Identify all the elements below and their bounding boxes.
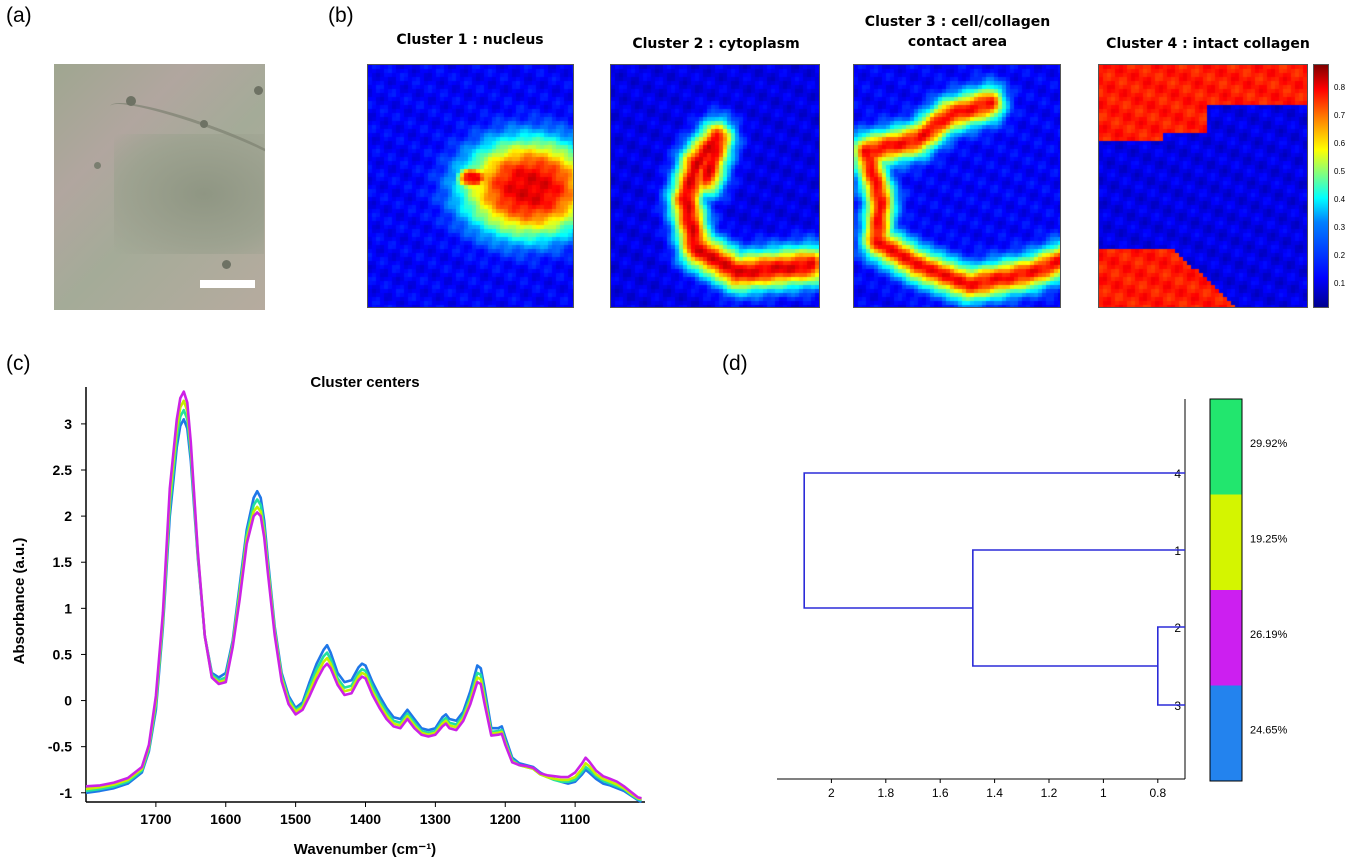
cluster-color-block-4 xyxy=(1210,685,1242,781)
heatmap-title-3: Cluster 3 : cell/collagen contact area xyxy=(864,14,1051,50)
debris-dot xyxy=(94,162,101,169)
y-axis-label: Absorbance (a.u.) xyxy=(11,538,28,665)
cluster-color-block-1 xyxy=(1210,399,1242,495)
spectrum-line-2 xyxy=(85,408,642,802)
dendro-tick-label: 1.2 xyxy=(1041,786,1058,800)
dendro-link-2-3 xyxy=(1157,626,1185,706)
colorbar-tick: 0.4 xyxy=(1334,195,1346,204)
debris-dot xyxy=(254,86,263,95)
y-tick-label: -1 xyxy=(60,785,73,801)
colorbar-tick: 0.6 xyxy=(1334,139,1346,148)
y-tick-label: 2.5 xyxy=(53,462,73,478)
colorbar-tick: 0.2 xyxy=(1334,251,1346,260)
leaf-label-2: 2 xyxy=(1174,621,1181,635)
heatmap-title-1: Cluster 1 : nucleus xyxy=(396,32,544,48)
colorbar-ticks: 0.8 0.7 0.6 0.5 0.4 0.3 0.2 0.1 xyxy=(1330,64,1360,306)
x-axis-label: Wavenumber (cm⁻¹) xyxy=(294,841,436,858)
y-tick-label: 1 xyxy=(64,600,72,616)
heatmap-nucleus xyxy=(367,64,574,308)
spectra-chart: Cluster centers Absorbance (a.u.) Wavenu… xyxy=(11,374,645,858)
cell-region xyxy=(114,134,264,254)
x-tick-label: 1100 xyxy=(560,811,591,827)
heatmap-title-2: Cluster 2 : cytoplasm xyxy=(632,36,800,52)
y-tick-label: 3 xyxy=(64,416,72,432)
colorbar-tick: 0.1 xyxy=(1334,279,1346,288)
colorbar-tick: 0.7 xyxy=(1334,111,1346,120)
chart-title: Cluster centers xyxy=(310,374,419,391)
x-tick-label: 1400 xyxy=(350,811,381,827)
cluster-color-block-2 xyxy=(1210,494,1242,590)
dendro-tick-label: 1.6 xyxy=(932,786,949,800)
panel-label-b: (b) xyxy=(328,4,354,27)
cluster-percentage-2: 19.25% xyxy=(1250,534,1288,546)
debris-dot xyxy=(222,260,231,269)
dendro-tick-label: 1 xyxy=(1100,786,1107,800)
dendro-link-4-123 xyxy=(803,472,1185,609)
dendro-tick-label: 1.8 xyxy=(877,786,894,800)
y-tick-label: 0.5 xyxy=(53,646,73,662)
panel-label-d: (d) xyxy=(722,352,748,375)
spectrum-line-4 xyxy=(85,390,642,800)
leaf-label-3: 3 xyxy=(1174,699,1181,713)
cluster-percentage-4: 24.65% xyxy=(1250,725,1288,737)
leaf-label-4: 4 xyxy=(1174,467,1181,481)
colorbar-tick: 0.8 xyxy=(1334,83,1346,92)
heatmap-colorbar xyxy=(1313,64,1329,308)
microscope-image xyxy=(54,64,265,310)
colorbar-tick: 0.3 xyxy=(1334,223,1346,232)
y-tick-label: 0 xyxy=(64,693,72,709)
x-tick-label: 1500 xyxy=(280,811,311,827)
y-tick-label: -0.5 xyxy=(48,739,72,755)
leaf-label-1: 1 xyxy=(1174,544,1181,558)
y-tick-label: 2 xyxy=(64,508,72,524)
heatmap-intact-collagen xyxy=(1098,64,1308,308)
heatmap-title-4: Cluster 4 : intact collagen xyxy=(1106,36,1310,52)
dendro-tick-label: 1.4 xyxy=(986,786,1003,800)
cluster-percentage-1: 29.92% xyxy=(1250,438,1288,450)
cluster-color-block-3 xyxy=(1210,590,1242,686)
dendrogram-chart: 2 1.8 1.6 1.4 1.2 1 0.8 4 1 2 3 29.92% 19.25% 26.19%… xyxy=(777,398,1288,800)
y-tick-label: 1.5 xyxy=(53,554,73,570)
cluster-colorbar-frame xyxy=(1209,398,1243,782)
dendro-tick-label: 0.8 xyxy=(1149,786,1166,800)
x-tick-label: 1700 xyxy=(140,811,171,827)
debris-dot xyxy=(126,96,136,106)
debris-dot xyxy=(200,120,208,128)
heatmap-contact-area xyxy=(853,64,1061,308)
cluster-percentage-3: 26.19% xyxy=(1250,629,1288,641)
dendro-tick-label: 2 xyxy=(828,786,835,800)
dendro-link-1-23 xyxy=(972,549,1185,667)
colorbar-tick: 0.5 xyxy=(1334,167,1346,176)
heatmap-cytoplasm xyxy=(610,64,820,308)
x-tick-label: 1300 xyxy=(420,811,451,827)
spectrum-line-1 xyxy=(85,418,643,804)
x-tick-label: 1200 xyxy=(490,811,521,827)
scale-bar xyxy=(200,280,255,288)
x-tick-label: 1600 xyxy=(210,811,241,827)
panel-label-c: (c) xyxy=(6,352,31,375)
spectrum-line-3 xyxy=(85,399,642,801)
panel-label-a: (a) xyxy=(6,4,32,27)
